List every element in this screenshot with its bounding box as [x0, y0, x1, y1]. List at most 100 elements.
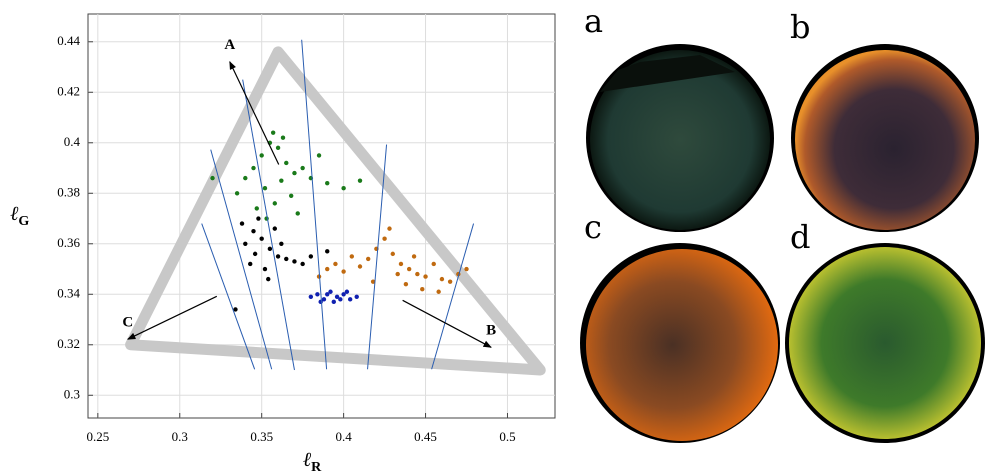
point [325, 292, 330, 297]
panel-label: a [584, 2, 603, 40]
point [288, 193, 294, 198]
x-tick-label: 0.35 [250, 429, 273, 444]
point [266, 276, 271, 282]
point [262, 266, 268, 272]
annotation-arrow [229, 60, 280, 165]
plot-frame [87, 13, 556, 419]
point [354, 294, 359, 299]
y-label-symbol: ℓ [10, 203, 19, 225]
point [344, 289, 350, 294]
x-tick-label: 0.4 [335, 429, 352, 444]
point [328, 289, 333, 294]
photo-b [791, 44, 979, 232]
point [415, 271, 420, 277]
point [366, 256, 371, 262]
point [256, 216, 261, 221]
iso-line [301, 39, 328, 370]
point [284, 256, 289, 262]
point [280, 135, 286, 140]
iso-line [210, 149, 273, 370]
point [239, 221, 245, 226]
iso-line [242, 79, 295, 371]
annotation-arrow [127, 295, 218, 340]
point [406, 266, 412, 272]
point [308, 254, 314, 259]
point [234, 191, 240, 196]
y-tick-label: 0.44 [57, 33, 80, 48]
point [254, 206, 259, 211]
point [275, 254, 281, 259]
point [357, 264, 363, 269]
point [411, 254, 417, 259]
point [315, 292, 320, 297]
y-tick-label: 0.32 [57, 336, 80, 351]
point [284, 160, 289, 166]
point [251, 165, 256, 171]
point [259, 153, 264, 158]
photo-a [586, 44, 774, 232]
point [333, 261, 338, 267]
point [251, 228, 256, 234]
y-label-sub: G [18, 214, 29, 229]
point [275, 145, 281, 151]
point [300, 261, 305, 267]
iso-line [201, 223, 256, 370]
panel-label: d [790, 218, 810, 256]
x-label-symbol: ℓ [303, 449, 312, 471]
point [300, 165, 305, 171]
point [347, 297, 353, 302]
photo-c [580, 243, 780, 443]
point [325, 180, 330, 186]
x-tick-label: 0.5 [499, 429, 515, 444]
point [341, 269, 346, 274]
point [272, 226, 277, 231]
annotation-arrow [402, 299, 492, 348]
x-tick-label: 0.3 [172, 429, 188, 444]
y-tick-label: 0.34 [57, 285, 80, 300]
point [243, 241, 248, 246]
y-tick-label: 0.36 [57, 235, 80, 250]
point [252, 251, 258, 257]
point [272, 201, 277, 206]
point [436, 289, 441, 294]
point [420, 287, 425, 292]
point [464, 266, 469, 272]
point [259, 236, 264, 241]
point [248, 261, 253, 267]
point [292, 170, 297, 176]
point [395, 271, 400, 277]
point [270, 130, 276, 135]
panel-label: c [584, 208, 602, 246]
point [439, 276, 445, 282]
panel-label: b [790, 8, 810, 46]
annotation-label: C [122, 315, 133, 331]
point [233, 307, 238, 312]
point [403, 281, 409, 287]
x-axis-label: ℓR [303, 449, 322, 475]
point [210, 175, 215, 181]
point [325, 266, 330, 272]
point [279, 178, 284, 183]
annotation-label: B [486, 323, 496, 339]
point [279, 241, 284, 246]
point [370, 279, 376, 284]
y-tick-label: 0.3 [64, 386, 80, 401]
point [387, 226, 392, 231]
point [292, 259, 297, 264]
point [382, 236, 387, 241]
point [321, 297, 327, 302]
point [341, 292, 346, 297]
point [262, 186, 268, 191]
point [390, 251, 395, 257]
point [267, 246, 273, 252]
point [295, 211, 300, 216]
y-axis-label: ℓG [10, 203, 29, 229]
point [431, 261, 436, 267]
point [331, 299, 336, 305]
x-label-sub: R [311, 460, 322, 475]
photo-d [785, 243, 985, 443]
x-tick-label: 0.25 [86, 429, 109, 444]
annotation-label: A [224, 37, 235, 53]
y-tick-label: 0.4 [64, 134, 81, 149]
